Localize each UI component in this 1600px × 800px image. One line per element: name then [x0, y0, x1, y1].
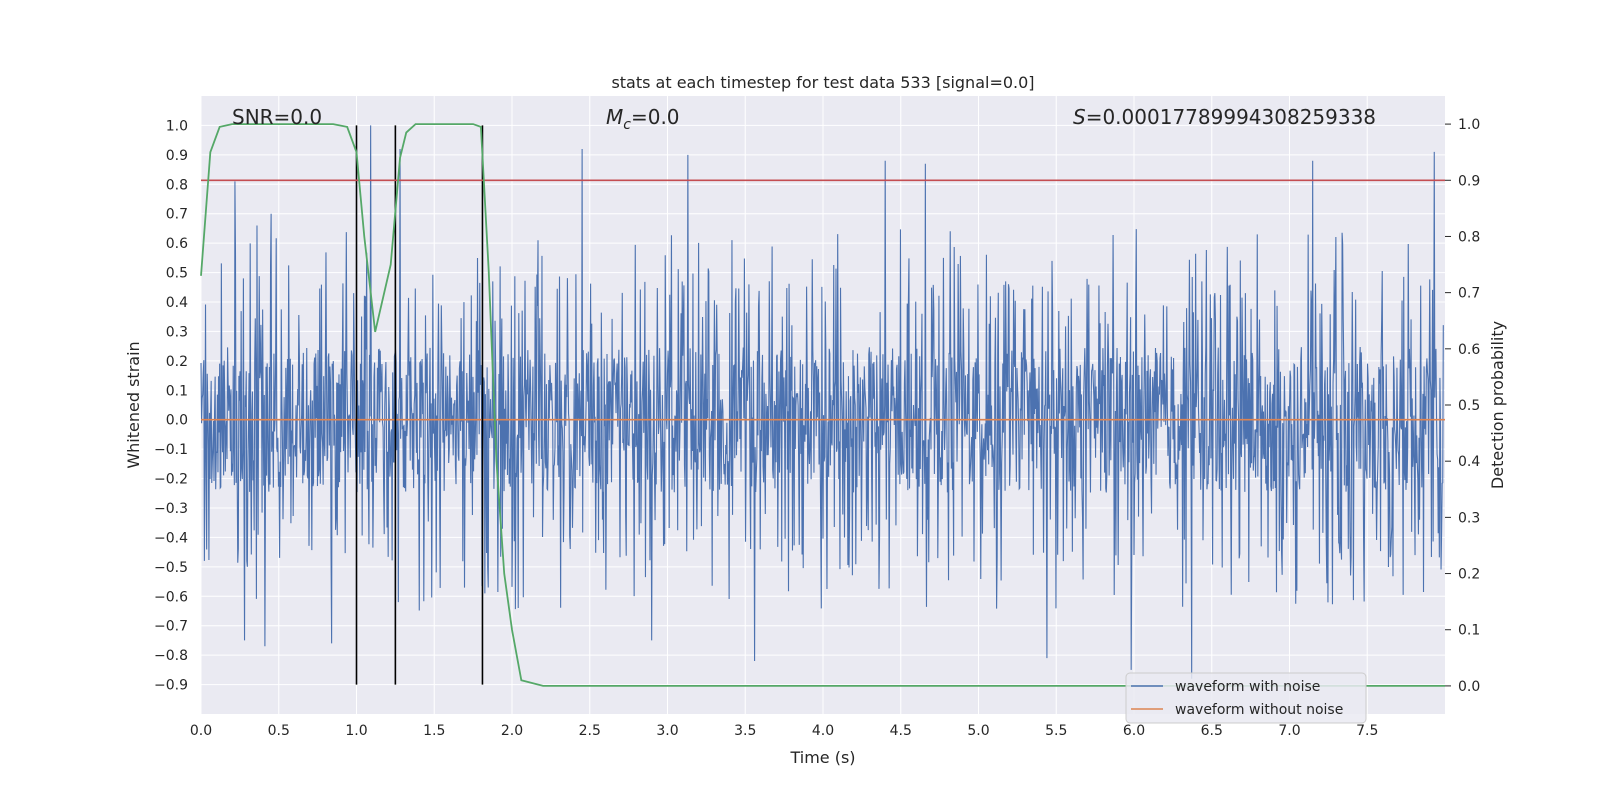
chirp-mass-subscript: c — [623, 117, 631, 133]
y-tick-label: 0.7 — [166, 207, 188, 223]
x-tick-label: 1.5 — [423, 723, 445, 739]
x-tick-label: 6.5 — [1201, 723, 1223, 739]
y2-axis-label: Detection probability — [1488, 321, 1507, 489]
noise-waveform-line — [200, 125, 1444, 679]
y-tick-label: 0.2 — [166, 354, 188, 370]
x-tick-label: 6.0 — [1123, 723, 1145, 739]
y2-tick-label: 0.0 — [1458, 679, 1480, 695]
s-symbol: S — [1073, 105, 1086, 129]
y2-tick-label: 0.2 — [1458, 567, 1480, 583]
x-tick-label: 5.5 — [1045, 723, 1067, 739]
y-axis-label: Whitened strain — [124, 341, 143, 468]
y2-tick-label: 0.7 — [1458, 286, 1480, 302]
y-tick-label: 0.0 — [166, 413, 188, 429]
y-tick-label: −0.6 — [154, 589, 188, 605]
y-tick-label: −0.1 — [154, 442, 188, 458]
y2-tick-label: 0.5 — [1458, 398, 1480, 414]
y-tick-label: −0.4 — [154, 530, 188, 546]
legend-label-clean: waveform without noise — [1175, 702, 1343, 718]
y-tick-label: 0.5 — [166, 266, 188, 282]
chirp-mass-symbol: M — [606, 105, 623, 129]
x-tick-label: 7.5 — [1356, 723, 1378, 739]
y2-tick-label: 0.1 — [1458, 623, 1480, 639]
x-tick-label: 4.5 — [890, 723, 912, 739]
x-tick-label: 0.0 — [190, 723, 212, 739]
chirp-mass-value: =0.0 — [631, 105, 680, 129]
y-tick-label: −0.9 — [154, 678, 188, 694]
y2-axis-ticks: 1.0 0.9 0.8 0.7 0.6 0.5 0.4 0.3 0.2 0.1 0.0 — [1445, 117, 1480, 695]
y2-tick-label: 0.8 — [1458, 229, 1480, 245]
snr-annotation: SNR=0.0 — [232, 105, 322, 129]
y2-tick-label: 0.4 — [1458, 454, 1480, 470]
s-value: =0.00017789994308259338 — [1086, 105, 1376, 129]
y-tick-label: 0.9 — [166, 148, 188, 164]
y-axis-ticks: 1.0 0.9 0.8 0.7 0.6 0.5 0.4 0.3 0.2 0.1 0.0 −0.1 −0.… — [154, 118, 188, 693]
x-axis-label: Time (s) — [789, 748, 855, 767]
y2-tick-label: 0.3 — [1458, 510, 1480, 526]
x-axis-ticks: 0.0 0.5 1.0 1.5 2.0 2.5 3.0 3.5 4.0 4.5 5.0 5.5 6.0 6… — [190, 723, 1379, 739]
y2-tick-label: 0.6 — [1458, 342, 1480, 358]
y-tick-label: −0.8 — [154, 648, 188, 664]
detection-probability-series — [200, 123, 1445, 687]
legend-box — [1125, 672, 1367, 724]
s-annotation: S=0.00017789994308259338 — [1073, 105, 1376, 129]
x-tick-label: 7.0 — [1278, 723, 1300, 739]
x-tick-label: 1.0 — [345, 723, 367, 739]
y-tick-label: −0.5 — [154, 560, 188, 576]
y2-tick-label: 0.9 — [1458, 173, 1480, 189]
chart-title: stats at each timestep for test data 533… — [611, 73, 1034, 92]
y-tick-label: −0.7 — [154, 619, 188, 635]
legend-label-noise: waveform with noise — [1175, 679, 1320, 695]
y-tick-label: 0.1 — [166, 383, 188, 399]
legend: waveform with noise waveform without noi… — [1125, 672, 1367, 724]
chirp-mass-annotation: Mc=0.0 — [606, 105, 680, 133]
y-tick-label: −0.3 — [154, 501, 188, 517]
detection-probability-line — [200, 123, 1445, 687]
y2-tick-label: 1.0 — [1458, 117, 1480, 133]
y-tick-label: 0.6 — [166, 236, 188, 252]
x-tick-label: 2.5 — [579, 723, 601, 739]
x-tick-label: 5.0 — [967, 723, 989, 739]
x-tick-label: 3.0 — [656, 723, 678, 739]
y-tick-label: 0.4 — [166, 295, 188, 311]
x-tick-label: 4.0 — [812, 723, 834, 739]
x-tick-label: 0.5 — [268, 723, 290, 739]
y-tick-label: 0.8 — [166, 177, 188, 193]
x-tick-label: 2.0 — [501, 723, 523, 739]
y-tick-label: −0.2 — [154, 472, 188, 488]
waveform-with-noise-series — [200, 125, 1444, 679]
y-tick-label: 1.0 — [166, 118, 188, 134]
y-tick-label: 0.3 — [166, 324, 188, 340]
x-tick-label: 3.5 — [734, 723, 756, 739]
